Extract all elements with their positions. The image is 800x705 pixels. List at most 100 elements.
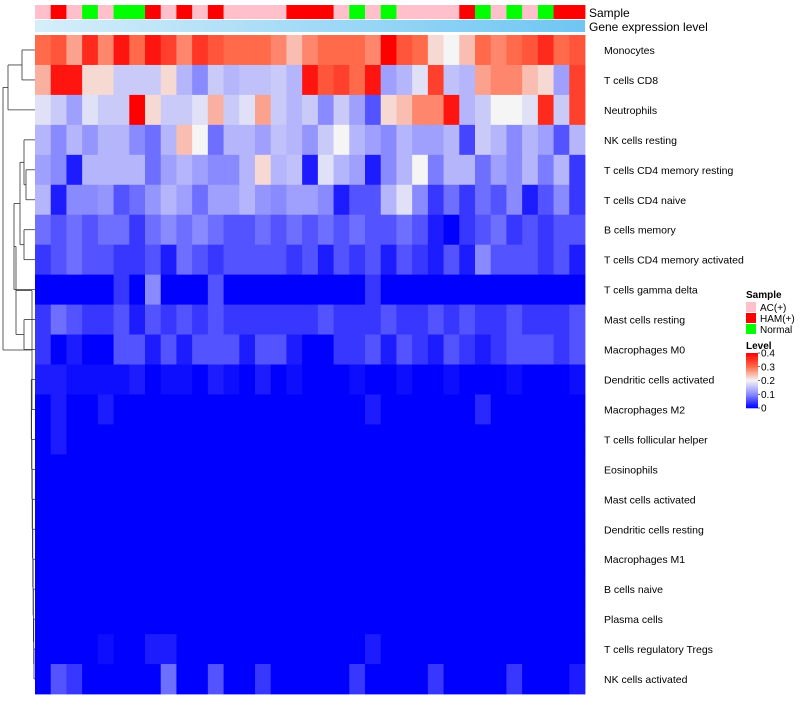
- heatmap-cell: [255, 394, 272, 425]
- heatmap-cell: [97, 424, 114, 455]
- heatmap-cell: [522, 334, 539, 365]
- heatmap-cell: [302, 364, 319, 395]
- heatmap-cell: [506, 244, 523, 276]
- row-label: Plasma cells: [604, 614, 663, 626]
- sample-track-cell: [427, 5, 444, 19]
- heatmap-cell: [35, 514, 52, 545]
- heatmap-cell: [97, 544, 114, 575]
- heatmap-cell: [270, 304, 287, 335]
- heatmap-cell: [459, 94, 476, 126]
- heatmap-cell: [569, 484, 586, 515]
- expression-track-label: Gene expression level: [589, 20, 708, 34]
- heatmap-cell: [349, 304, 366, 335]
- heatmap-cell: [333, 244, 350, 276]
- heatmap-cell: [50, 304, 67, 335]
- colorbar-step: [746, 364, 758, 366]
- sample-track-cell: [270, 5, 287, 19]
- heatmap-cell: [427, 484, 444, 515]
- heatmap-cell: [50, 604, 67, 635]
- heatmap-cell: [427, 94, 444, 126]
- heatmap-cell: [302, 574, 319, 605]
- heatmap-cell: [412, 484, 429, 515]
- heatmap-cell: [553, 604, 570, 635]
- row-dendrogram: [2, 49, 35, 680]
- heatmap-cell: [317, 334, 334, 365]
- heatmap-cell: [176, 574, 193, 605]
- heatmap-cell: [223, 514, 240, 545]
- heatmap-cell: [365, 94, 382, 126]
- colorbar-step: [746, 357, 758, 359]
- heatmap-cell: [160, 244, 177, 276]
- heatmap-cell: [459, 334, 476, 365]
- heatmap-cell: [66, 214, 83, 246]
- heatmap-cell: [506, 364, 523, 395]
- heatmap-cell: [553, 394, 570, 425]
- heatmap-cell: [270, 334, 287, 365]
- sample-track-cell: [412, 5, 429, 19]
- heatmap-cell: [490, 35, 507, 66]
- heatmap-cell: [302, 454, 319, 485]
- heatmap-cell: [160, 574, 177, 605]
- heatmap-cell: [66, 334, 83, 365]
- heatmap-cell: [255, 424, 272, 455]
- colorbar-step: [746, 353, 758, 355]
- heatmap-cell: [443, 64, 460, 96]
- heatmap-cell: [176, 184, 193, 216]
- heatmap-cell: [113, 424, 130, 455]
- heatmap-cell: [506, 274, 523, 305]
- heatmap-cell: [396, 214, 413, 246]
- heatmap-cell: [396, 154, 413, 186]
- heatmap-cell: [66, 664, 83, 695]
- heatmap-cell: [129, 274, 146, 305]
- heatmap-cell: [569, 184, 586, 216]
- heatmap-cell: [333, 124, 350, 156]
- heatmap-cell: [113, 35, 130, 66]
- heatmap-cell: [522, 484, 539, 515]
- heatmap-cell: [427, 514, 444, 545]
- heatmap-cell: [192, 304, 209, 335]
- heatmap-cell: [317, 124, 334, 156]
- heatmap-cell: [176, 214, 193, 246]
- heatmap-cell: [537, 514, 554, 545]
- sample-track-cell: [176, 5, 193, 19]
- heatmap-cell: [113, 364, 130, 395]
- legend-entry-label: HAM(+): [760, 314, 795, 325]
- heatmap-cell: [380, 154, 397, 186]
- heatmap-cell: [255, 35, 272, 66]
- heatmap-cell: [333, 214, 350, 246]
- heatmap-cell: [160, 214, 177, 246]
- heatmap-cell: [97, 634, 114, 665]
- heatmap-cell: [490, 424, 507, 455]
- heatmap-cell: [365, 634, 382, 665]
- heatmap-cell: [286, 424, 303, 455]
- heatmap-cell: [333, 394, 350, 425]
- heatmap-cell: [443, 94, 460, 126]
- heatmap-cell: [365, 394, 382, 425]
- heatmap-cell: [113, 604, 130, 635]
- heatmap-cell: [192, 484, 209, 515]
- heatmap-cell: [192, 634, 209, 665]
- colorbar-step: [746, 376, 758, 379]
- heatmap-cell: [35, 184, 52, 216]
- heatmap-cell: [490, 94, 507, 126]
- heatmap-cell: [317, 604, 334, 635]
- heatmap-cell: [475, 634, 492, 665]
- heatmap-cell: [380, 304, 397, 335]
- heatmap-cell: [129, 334, 146, 365]
- heatmap-cell: [129, 544, 146, 575]
- heatmap-cell: [365, 214, 382, 246]
- heatmap-cell: [270, 394, 287, 425]
- heatmap-cell: [160, 634, 177, 665]
- heatmap-cell: [365, 604, 382, 635]
- heatmap-cell: [443, 454, 460, 485]
- heatmap-cell: [113, 574, 130, 605]
- heatmap-cell: [223, 64, 240, 96]
- heatmap-cell: [475, 244, 492, 276]
- row-label: Eosinophils: [604, 464, 658, 476]
- heatmap-cell: [239, 304, 256, 335]
- heatmap-cell: [286, 304, 303, 335]
- heatmap-cell: [475, 574, 492, 605]
- heatmap-cell: [537, 454, 554, 485]
- heatmap-cell: [349, 35, 366, 66]
- heatmap-cell: [207, 514, 224, 545]
